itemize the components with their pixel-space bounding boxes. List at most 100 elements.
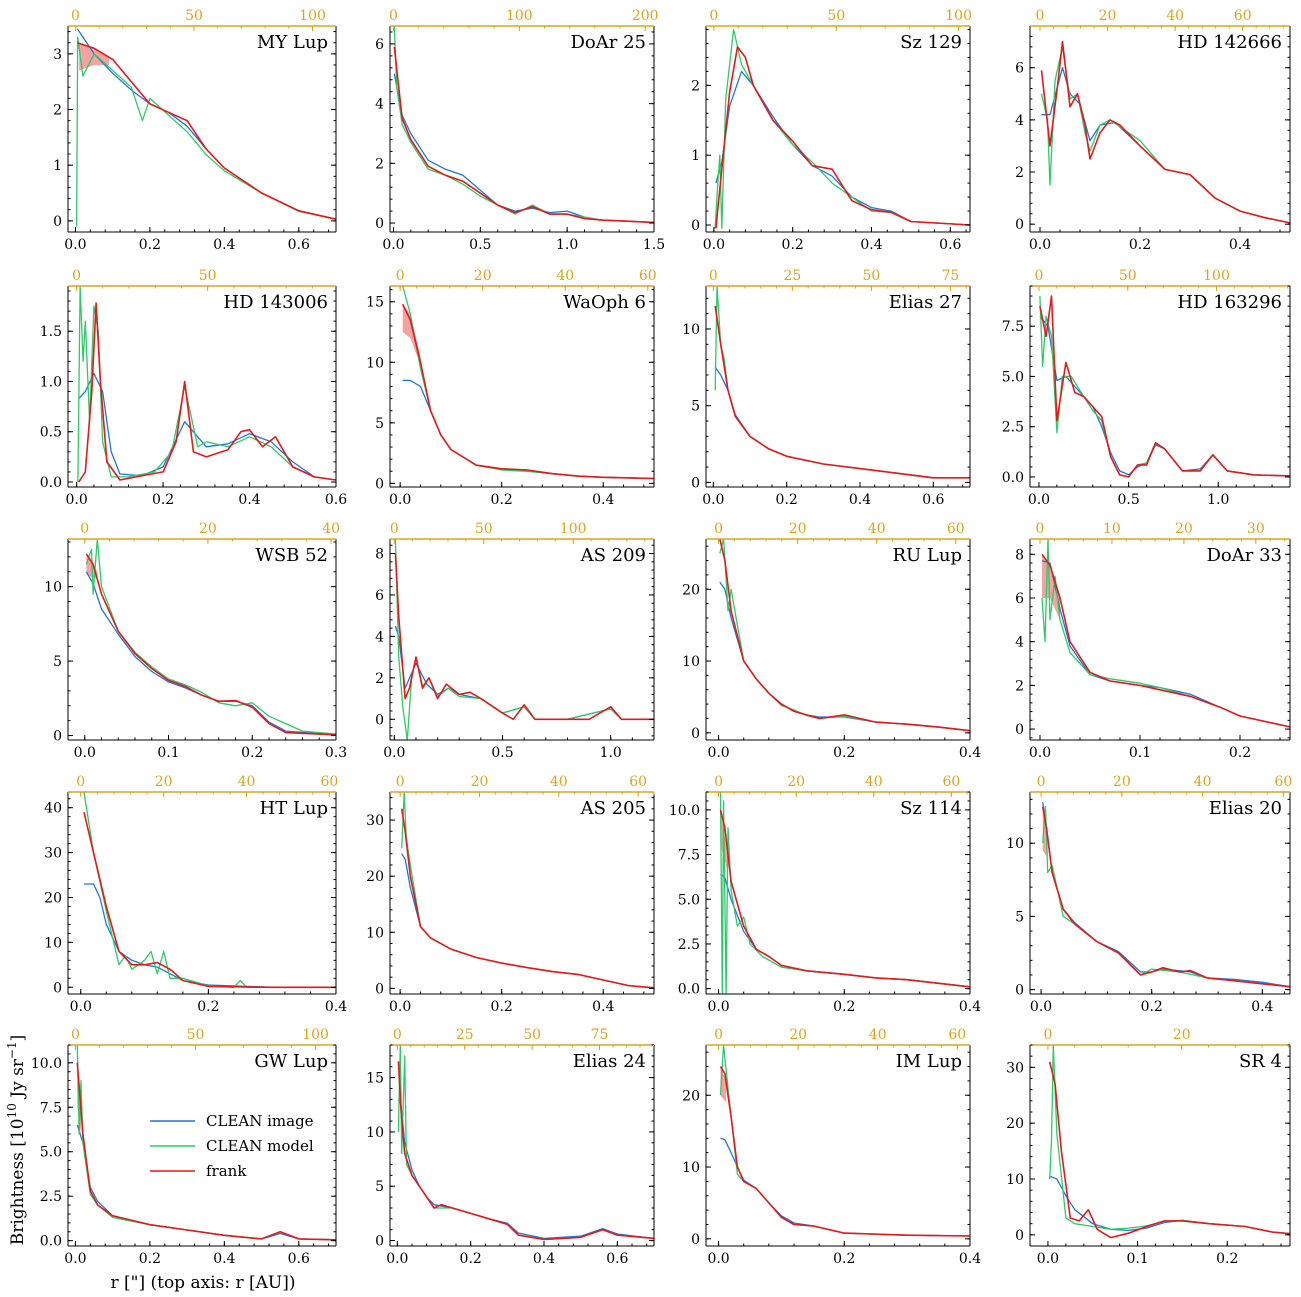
y-tick-label: 10 xyxy=(682,322,700,338)
series-frank xyxy=(393,46,654,224)
top-tick-label: 0 xyxy=(71,8,80,24)
series-frank xyxy=(719,809,970,988)
panel-waoph-6: 0 5 10 15 0.0 0.2 0.4 0 20 40 60 WaOph 6 xyxy=(366,268,657,508)
panel-title: AS 205 xyxy=(580,798,646,819)
series-clean-model xyxy=(719,539,970,732)
x-tick-label: 0.5 xyxy=(491,745,513,761)
top-tick-label: 100 xyxy=(299,8,326,24)
x-tick-label: 0.2 xyxy=(491,492,513,508)
series-frank xyxy=(1048,1061,1290,1239)
series-frank xyxy=(78,302,336,483)
y-tick-label: 1 xyxy=(53,158,62,174)
y-tick-label: 0.0 xyxy=(40,1234,62,1250)
y-tick-label: 4 xyxy=(1015,635,1024,651)
y-tick-label: 2.5 xyxy=(1002,420,1024,436)
y-tick-label: 1.5 xyxy=(40,324,62,340)
top-tick-label: 0 xyxy=(72,268,81,284)
x-tick-label: 0.4 xyxy=(592,492,614,508)
y-tick-label: 5 xyxy=(375,416,384,432)
series-clean-model xyxy=(401,792,654,989)
y-tick-label: 10 xyxy=(366,1125,384,1141)
series-clean-image xyxy=(78,372,336,481)
series-clean-image xyxy=(84,883,336,988)
x-tick-label: 0.5 xyxy=(1117,492,1139,508)
panel-title: IM Lup xyxy=(896,1051,962,1072)
panel-elias-24: 0 5 10 15 0.0 0.2 0.4 0.6 0 25 50 75 Elias 24 xyxy=(366,1027,655,1267)
series-clean-model xyxy=(75,36,336,227)
panel-title: DoAr 33 xyxy=(1207,545,1283,566)
series-frank xyxy=(77,41,336,220)
top-tick-label: 100 xyxy=(302,1027,329,1043)
x-tick-label: 0.2 xyxy=(197,999,219,1015)
y-tick-label: 15 xyxy=(366,1071,384,1087)
x-tick-label: 0.2 xyxy=(833,1251,855,1267)
top-tick-label: 40 xyxy=(865,774,883,790)
panel-as-209: 0 2 4 6 8 0.0 0.5 1.0 0 50 100 AS 209 xyxy=(375,521,655,761)
y-tick-label: 10 xyxy=(1006,1172,1024,1188)
frank-uncertainty-band xyxy=(79,42,109,71)
x-tick-label: 0.0 xyxy=(1029,237,1051,253)
top-tick-label: 0 xyxy=(396,268,405,284)
y-axis-label-part: ] xyxy=(8,1035,28,1042)
series-clean-image xyxy=(85,571,336,736)
top-tick-label: 0 xyxy=(76,774,85,790)
x-tick-label: 0.6 xyxy=(606,1251,628,1267)
series-clean-model xyxy=(1049,1045,1290,1235)
top-tick-label: 40 xyxy=(868,521,886,537)
x-tick-label: 0.6 xyxy=(922,492,944,508)
series-clean-model xyxy=(394,539,654,740)
y-tick-label: 10 xyxy=(366,355,384,371)
panel-title: RU Lup xyxy=(892,545,962,566)
x-tick-label: 0.0 xyxy=(64,237,86,253)
top-tick-label: 60 xyxy=(1274,774,1292,790)
top-tick-label: 20 xyxy=(474,268,492,284)
series-clean-model xyxy=(397,1045,654,1241)
y-tick-label: 2 xyxy=(53,103,62,119)
x-tick-label: 0.4 xyxy=(213,1251,235,1267)
series-clean-model xyxy=(85,539,336,735)
panel-elias-27: 0 5 10 0.0 0.2 0.4 0.6 0 25 50 75 Elias 27 xyxy=(682,268,971,508)
y-tick-label: 5.0 xyxy=(40,1145,62,1161)
series-clean-model xyxy=(714,286,970,479)
top-tick-label: 20 xyxy=(1113,774,1131,790)
x-tick-label: 0.4 xyxy=(533,1251,555,1267)
y-tick-label: 0 xyxy=(691,218,700,234)
top-tick-label: 100 xyxy=(560,521,587,537)
legend-label: CLEAN image xyxy=(206,1112,314,1130)
frank-uncertainty-band xyxy=(402,304,421,365)
top-tick-label: 0 xyxy=(389,8,398,24)
panel-as-205: 0 10 20 30 0.0 0.2 0.4 0 20 40 60 AS 205 xyxy=(366,774,655,1015)
y-tick-label: 10.0 xyxy=(31,1056,62,1072)
y-tick-label: 0 xyxy=(53,729,62,745)
top-tick-label: 0 xyxy=(390,521,399,537)
y-tick-label: 5 xyxy=(1015,909,1024,925)
series-clean-model xyxy=(77,286,336,483)
panel-title: Elias 20 xyxy=(1209,798,1282,819)
series-frank xyxy=(1041,806,1290,988)
x-tick-label: 0.2 xyxy=(1216,1251,1238,1267)
x-tick-label: 0.3 xyxy=(325,745,347,761)
y-tick-label: 10 xyxy=(682,654,700,670)
top-tick-label: 50 xyxy=(199,268,217,284)
panel-title: HD 142666 xyxy=(1177,32,1282,53)
x-tick-label: 0.0 xyxy=(1037,1251,1059,1267)
x-tick-label: 0.0 xyxy=(707,745,729,761)
x-tick-label: 0.6 xyxy=(288,237,310,253)
x-tick-label: 0.2 xyxy=(460,1251,482,1267)
y-tick-label: 10 xyxy=(366,925,384,941)
y-tick-label: 0.0 xyxy=(1002,470,1024,486)
panel-title: WSB 52 xyxy=(255,545,328,566)
x-tick-label: 0.4 xyxy=(592,999,614,1015)
y-tick-label: 0 xyxy=(375,476,384,492)
y-tick-label: 15 xyxy=(366,295,384,311)
top-tick-label: 0 xyxy=(393,1027,402,1043)
x-tick-label: 0.0 xyxy=(389,492,411,508)
top-tick-label: 50 xyxy=(523,1027,541,1043)
x-tick-label: 0.2 xyxy=(1129,237,1151,253)
y-tick-label: 2 xyxy=(1015,165,1024,181)
x-tick-label: 0.2 xyxy=(152,492,174,508)
series-clean-image xyxy=(1039,315,1290,477)
series-clean-image xyxy=(720,873,970,988)
series-clean-model xyxy=(402,286,654,480)
top-tick-label: 75 xyxy=(591,1027,609,1043)
